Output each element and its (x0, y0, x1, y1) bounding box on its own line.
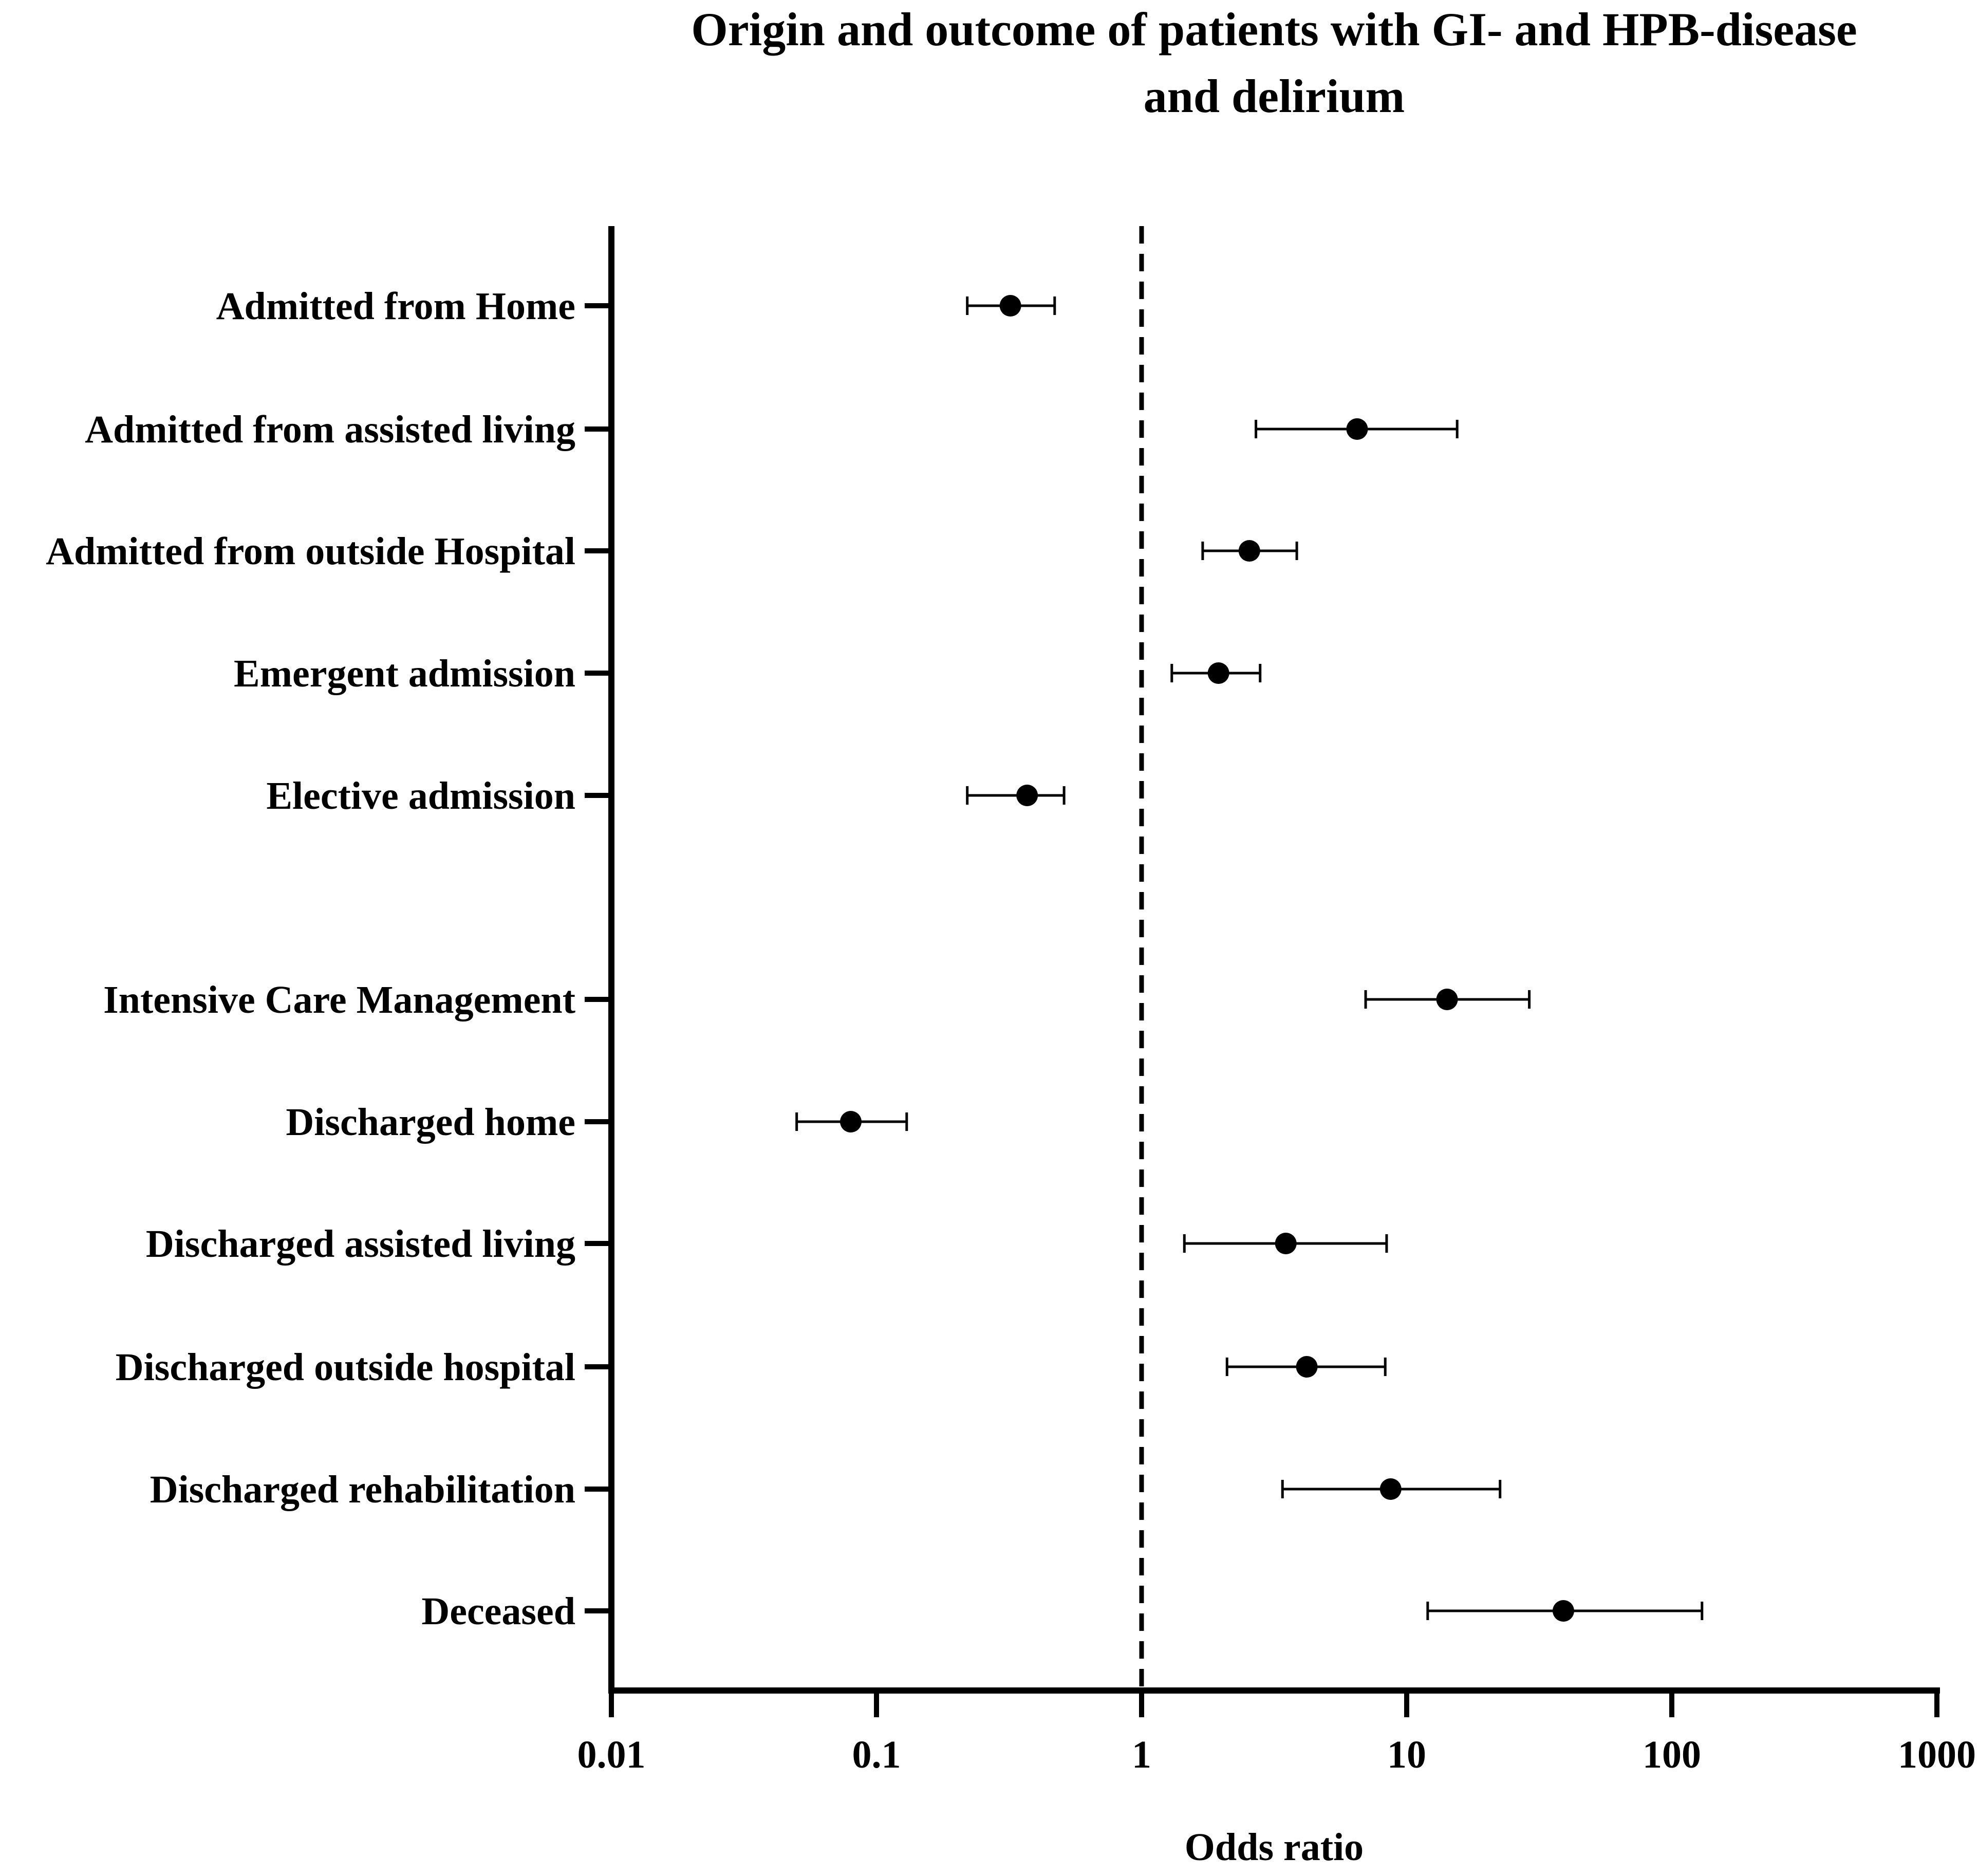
x-tick-label-5: 1000 (1898, 1733, 1976, 1776)
forest-row-6: Discharged home (286, 1101, 908, 1144)
row-label-2: Admitted from outside Hospital (46, 530, 575, 573)
point-estimate-8 (1296, 1356, 1318, 1378)
x-tick-label-1: 0.1 (852, 1733, 901, 1776)
chart-title: Origin and outcome of patients with GI- … (691, 3, 1857, 122)
point-estimate-0 (999, 295, 1021, 317)
point-estimate-10 (1552, 1600, 1574, 1622)
data-rows: Admitted from Home Admitted from assisted… (46, 285, 1704, 1633)
forest-row-3: Emergent admission (234, 652, 1262, 695)
forest-row-0: Admitted from Home (216, 285, 1056, 328)
point-estimate-5 (1436, 989, 1458, 1010)
forest-row-1: Admitted from assisted living (85, 408, 1459, 451)
point-estimate-6 (839, 1111, 862, 1132)
x-axis-label: Odds ratio (1185, 1826, 1364, 1869)
x-axis-ticks: 0.01 0.1 1 10 100 1000 (577, 1691, 1976, 1776)
point-estimate-3 (1207, 662, 1229, 684)
forest-row-2: Admitted from outside Hospital (46, 530, 1298, 573)
forest-row-8: Discharged outside hospital (116, 1346, 1387, 1389)
row-label-5: Intensive Care Management (103, 978, 575, 1021)
axes (608, 226, 1940, 1694)
row-label-10: Deceased (421, 1590, 575, 1633)
chart-title-line-1: Origin and outcome of patients with GI- … (691, 3, 1857, 55)
point-estimate-1 (1346, 418, 1368, 440)
chart-title-line-2: and delirium (1144, 70, 1405, 122)
row-label-6: Discharged home (286, 1101, 575, 1144)
row-label-4: Elective admission (266, 774, 575, 818)
forest-row-5: Intensive Care Management (103, 978, 1531, 1021)
forest-row-10: Deceased (421, 1590, 1704, 1633)
row-label-7: Discharged assisted living (146, 1222, 575, 1266)
x-tick-label-2: 1 (1132, 1733, 1151, 1776)
point-estimate-9 (1379, 1478, 1402, 1500)
x-tick-label-4: 100 (1643, 1733, 1701, 1776)
row-label-3: Emergent admission (234, 652, 575, 695)
point-estimate-7 (1275, 1233, 1297, 1254)
forest-row-4: Elective admission (266, 774, 1066, 818)
forest-row-9: Discharged rehabilitation (150, 1468, 1502, 1511)
row-label-9: Discharged rehabilitation (150, 1468, 575, 1511)
row-label-0: Admitted from Home (216, 285, 575, 328)
forest-row-7: Discharged assisted living (146, 1222, 1388, 1266)
point-estimate-2 (1238, 540, 1260, 562)
x-tick-label-0: 0.01 (577, 1733, 646, 1776)
row-label-1: Admitted from assisted living (85, 408, 575, 451)
x-tick-label-3: 10 (1387, 1733, 1426, 1776)
row-label-8: Discharged outside hospital (116, 1346, 575, 1389)
point-estimate-4 (1016, 785, 1038, 806)
